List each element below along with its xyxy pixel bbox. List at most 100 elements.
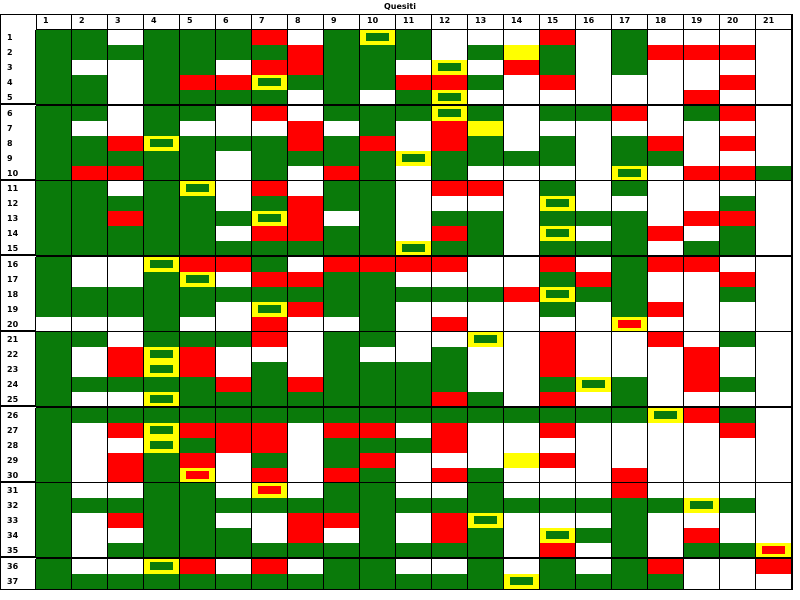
cell-r16-c13[interactable] bbox=[468, 256, 504, 273]
cell-r12-c1[interactable] bbox=[36, 196, 72, 213]
cell-r3-c5[interactable] bbox=[180, 60, 216, 77]
cell-r29-c12[interactable] bbox=[432, 452, 468, 469]
cell-r7-c2[interactable] bbox=[72, 120, 108, 137]
cell-r8-c15[interactable] bbox=[540, 135, 576, 152]
cell-r18-c10[interactable] bbox=[360, 286, 396, 303]
cell-r1-c4[interactable] bbox=[144, 30, 180, 47]
cell-r11-c3[interactable] bbox=[108, 181, 144, 198]
column-header-15[interactable]: 15 bbox=[540, 14, 576, 29]
row-label-2[interactable]: 2 bbox=[0, 45, 36, 61]
cell-r6-c2[interactable] bbox=[72, 105, 108, 122]
cell-r7-c21[interactable] bbox=[756, 120, 792, 137]
cell-r36-c2[interactable] bbox=[72, 558, 108, 575]
column-header-6[interactable]: 6 bbox=[216, 14, 252, 29]
cell-r33-c5[interactable] bbox=[180, 513, 216, 530]
cell-r25-c7[interactable] bbox=[252, 392, 288, 409]
cell-r35-c2[interactable] bbox=[72, 543, 108, 560]
cell-r31-c10[interactable] bbox=[360, 483, 396, 500]
column-header-9[interactable]: 9 bbox=[324, 14, 360, 29]
cell-r16-c10[interactable] bbox=[360, 256, 396, 273]
cell-r27-c8[interactable] bbox=[288, 422, 324, 439]
cell-r16-c16[interactable] bbox=[576, 256, 612, 273]
cell-r22-c3[interactable] bbox=[108, 347, 144, 364]
cell-r6-c12[interactable] bbox=[432, 105, 468, 122]
cell-r22-c20[interactable] bbox=[720, 347, 756, 364]
cell-r23-c19[interactable] bbox=[684, 362, 720, 379]
cell-r17-c16[interactable] bbox=[576, 271, 612, 288]
cell-r3-c3[interactable] bbox=[108, 60, 144, 77]
cell-r13-c3[interactable] bbox=[108, 211, 144, 228]
cell-r31-c13[interactable] bbox=[468, 483, 504, 500]
cell-r15-c11[interactable] bbox=[396, 241, 432, 258]
cell-r20-c12[interactable] bbox=[432, 316, 468, 333]
cell-r8-c9[interactable] bbox=[324, 135, 360, 152]
cell-r29-c11[interactable] bbox=[396, 452, 432, 469]
cell-r30-c2[interactable] bbox=[72, 467, 108, 484]
cell-r1-c15[interactable] bbox=[540, 30, 576, 47]
cell-r35-c13[interactable] bbox=[468, 543, 504, 560]
column-header-13[interactable]: 13 bbox=[468, 14, 504, 29]
cell-r19-c11[interactable] bbox=[396, 301, 432, 318]
cell-r12-c13[interactable] bbox=[468, 196, 504, 213]
cell-r12-c16[interactable] bbox=[576, 196, 612, 213]
cell-r8-c7[interactable] bbox=[252, 135, 288, 152]
cell-r31-c16[interactable] bbox=[576, 483, 612, 500]
cell-r21-c1[interactable] bbox=[36, 332, 72, 349]
cell-r11-c18[interactable] bbox=[648, 181, 684, 198]
cell-r27-c9[interactable] bbox=[324, 422, 360, 439]
cell-r26-c21[interactable] bbox=[756, 407, 792, 424]
cell-r7-c6[interactable] bbox=[216, 120, 252, 137]
row-label-21[interactable]: 21 bbox=[0, 332, 36, 348]
cell-r21-c10[interactable] bbox=[360, 332, 396, 349]
cell-r29-c21[interactable] bbox=[756, 452, 792, 469]
cell-r14-c4[interactable] bbox=[144, 226, 180, 243]
cell-r31-c18[interactable] bbox=[648, 483, 684, 500]
cell-r7-c12[interactable] bbox=[432, 120, 468, 137]
cell-r22-c4[interactable] bbox=[144, 347, 180, 364]
cell-r1-c8[interactable] bbox=[288, 30, 324, 47]
cell-r23-c13[interactable] bbox=[468, 362, 504, 379]
cell-r30-c12[interactable] bbox=[432, 467, 468, 484]
cell-r15-c5[interactable] bbox=[180, 241, 216, 258]
cell-r32-c12[interactable] bbox=[432, 498, 468, 515]
cell-r25-c15[interactable] bbox=[540, 392, 576, 409]
cell-r5-c9[interactable] bbox=[324, 90, 360, 107]
cell-r21-c11[interactable] bbox=[396, 332, 432, 349]
cell-r26-c6[interactable] bbox=[216, 407, 252, 424]
cell-r33-c11[interactable] bbox=[396, 513, 432, 530]
cell-r22-c13[interactable] bbox=[468, 347, 504, 364]
cell-r5-c12[interactable] bbox=[432, 90, 468, 107]
cell-r27-c14[interactable] bbox=[504, 422, 540, 439]
cell-r12-c17[interactable] bbox=[612, 196, 648, 213]
cell-r34-c10[interactable] bbox=[360, 528, 396, 545]
cell-r17-c4[interactable] bbox=[144, 271, 180, 288]
cell-r3-c9[interactable] bbox=[324, 60, 360, 77]
cell-r20-c6[interactable] bbox=[216, 316, 252, 333]
cell-r11-c11[interactable] bbox=[396, 181, 432, 198]
cell-r6-c13[interactable] bbox=[468, 105, 504, 122]
cell-r20-c16[interactable] bbox=[576, 316, 612, 333]
cell-r13-c19[interactable] bbox=[684, 211, 720, 228]
cell-r11-c17[interactable] bbox=[612, 181, 648, 198]
cell-r35-c7[interactable] bbox=[252, 543, 288, 560]
cell-r10-c14[interactable] bbox=[504, 165, 540, 182]
cell-r12-c4[interactable] bbox=[144, 196, 180, 213]
cell-r25-c11[interactable] bbox=[396, 392, 432, 409]
cell-r9-c6[interactable] bbox=[216, 150, 252, 167]
cell-r6-c3[interactable] bbox=[108, 105, 144, 122]
cell-r10-c5[interactable] bbox=[180, 165, 216, 182]
cell-r5-c3[interactable] bbox=[108, 90, 144, 107]
cell-r21-c8[interactable] bbox=[288, 332, 324, 349]
cell-r7-c17[interactable] bbox=[612, 120, 648, 137]
cell-r32-c9[interactable] bbox=[324, 498, 360, 515]
cell-r25-c13[interactable] bbox=[468, 392, 504, 409]
cell-r30-c18[interactable] bbox=[648, 467, 684, 484]
cell-r35-c18[interactable] bbox=[648, 543, 684, 560]
cell-r13-c11[interactable] bbox=[396, 211, 432, 228]
cell-r7-c13[interactable] bbox=[468, 120, 504, 137]
cell-r31-c1[interactable] bbox=[36, 483, 72, 500]
cell-r9-c4[interactable] bbox=[144, 150, 180, 167]
cell-r14-c20[interactable] bbox=[720, 226, 756, 243]
cell-r15-c6[interactable] bbox=[216, 241, 252, 258]
cell-r14-c19[interactable] bbox=[684, 226, 720, 243]
